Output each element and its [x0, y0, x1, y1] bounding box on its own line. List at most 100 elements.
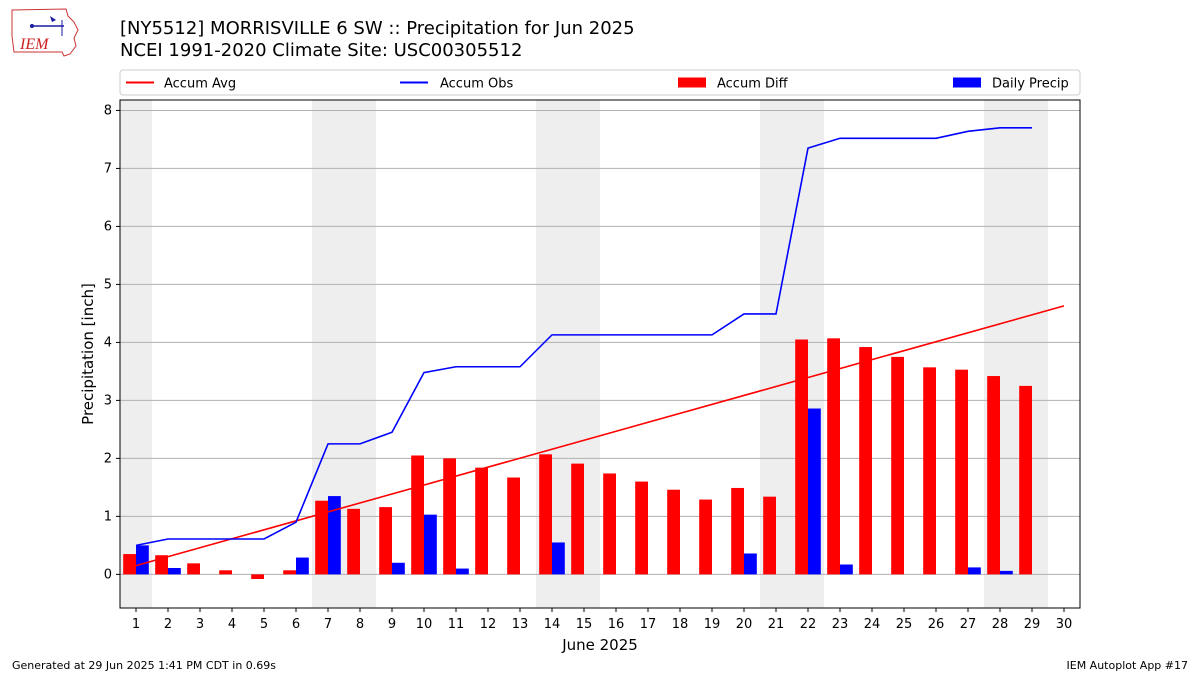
daily-precip-bar	[744, 553, 757, 575]
y-tick-label: 6	[104, 219, 112, 234]
accum-diff-bar	[571, 463, 584, 575]
accum-diff-bar	[1019, 385, 1032, 575]
accum-diff-bar	[443, 458, 456, 575]
x-tick-label: 19	[704, 617, 721, 632]
daily-precip-bar	[552, 542, 565, 575]
legend-label: Daily Precip	[992, 77, 1069, 92]
x-tick-label: 21	[768, 617, 785, 632]
daily-precip-bar	[840, 564, 853, 575]
accum-diff-bar	[283, 570, 296, 575]
daily-precip-bar	[968, 567, 981, 575]
legend-box	[119, 69, 1081, 96]
x-tick-label: 11	[448, 617, 465, 632]
accum-diff-bar	[539, 454, 552, 575]
accum-diff-bar	[603, 473, 616, 575]
accum-diff-bar	[507, 477, 520, 575]
accum-diff-bar	[187, 563, 200, 575]
x-tick-label: 2	[164, 617, 172, 632]
x-tick-label: 15	[576, 617, 593, 632]
y-tick-label: 2	[104, 451, 112, 466]
x-tick-label: 13	[512, 617, 529, 632]
daily-precip-bar	[424, 514, 437, 575]
accum-diff-bar	[859, 347, 872, 575]
accum-diff-bar	[219, 570, 232, 575]
legend: Accum Avg Accum Obs Accum Diff Daily Precip	[119, 69, 1081, 96]
x-tick-label: 16	[608, 617, 625, 632]
x-tick-label: 7	[324, 617, 332, 632]
daily-precip-bar	[808, 408, 821, 575]
accum-diff-bar	[251, 574, 264, 580]
y-axis-label: Precipitation [inch]	[79, 283, 97, 425]
y-tick-label: 5	[104, 277, 112, 292]
accum-diff-bar	[315, 500, 328, 575]
bars	[123, 338, 1032, 580]
y-tick-label: 4	[104, 335, 112, 350]
accum-diff-bar	[795, 339, 808, 575]
chart-subtitle: NCEI 1991-2020 Climate Site: USC00305512	[120, 40, 523, 61]
generated-note: Generated at 29 Jun 2025 1:41 PM CDT in …	[12, 659, 277, 672]
x-tick-label: 26	[928, 617, 945, 632]
x-tick-label: 14	[544, 617, 561, 632]
accum-diff-bar	[955, 369, 968, 575]
x-tick-label: 10	[416, 617, 433, 632]
x-tick-label: 24	[864, 617, 881, 632]
x-tick-label: 28	[992, 617, 1009, 632]
plot-frame	[119, 99, 1081, 609]
x-tick-label: 4	[228, 617, 236, 632]
x-tick-label: 30	[1056, 617, 1073, 632]
accum-diff-bar	[987, 376, 1000, 575]
x-tick-label: 25	[896, 617, 913, 632]
x-tick-label: 1	[132, 617, 140, 632]
x-axis-label: June 2025	[561, 636, 638, 654]
x-tick-label: 17	[640, 617, 657, 632]
accum-diff-bar	[699, 499, 712, 575]
y-tick-label: 3	[104, 393, 112, 408]
gridlines	[120, 109, 1080, 575]
legend-swatch	[953, 77, 981, 88]
lines	[135, 127, 1065, 567]
y-tick-label: 7	[104, 161, 112, 176]
x-tick-label: 29	[1024, 617, 1041, 632]
accum-avg-line	[135, 305, 1065, 567]
y-tick-label: 1	[104, 509, 112, 524]
x-tick-label: 3	[196, 617, 204, 632]
daily-precip-bar	[392, 562, 405, 575]
accum-diff-bar	[635, 481, 648, 575]
daily-precip-bar	[168, 567, 181, 575]
x-tick-label: 22	[800, 617, 817, 632]
app-label: IEM Autoplot App #17	[1066, 659, 1189, 672]
legend-label: Accum Obs	[440, 77, 513, 92]
x-tick-label: 18	[672, 617, 689, 632]
legend-label: Accum Avg	[164, 77, 236, 92]
daily-precip-bar	[456, 568, 469, 575]
x-tick-label: 12	[480, 617, 497, 632]
accum-diff-bar	[475, 467, 488, 575]
logo-text: IEM	[19, 36, 50, 53]
x-tick-label: 6	[292, 617, 300, 632]
accum-diff-bar	[667, 489, 680, 575]
daily-precip-bar	[328, 496, 341, 575]
iowa-map-outline	[11, 8, 79, 57]
y-tick-label: 0	[104, 567, 112, 582]
daily-precip-bar	[1000, 570, 1013, 575]
accum-diff-bar	[763, 496, 776, 575]
legend-swatch	[678, 77, 706, 88]
accum-diff-bar	[123, 554, 136, 575]
x-tick-label: 23	[832, 617, 849, 632]
x-tick-label: 27	[960, 617, 977, 632]
accum-diff-bar	[347, 508, 360, 575]
chart-title: [NY5512] MORRISVILLE 6 SW :: Precipitati…	[120, 18, 635, 39]
accum-diff-bar	[923, 367, 936, 575]
accum-diff-bar	[827, 338, 840, 575]
weekend-band	[120, 100, 152, 608]
accum-obs-line	[135, 127, 1032, 547]
y-tick-label: 8	[104, 103, 112, 118]
legend-label: Accum Diff	[717, 77, 789, 92]
daily-precip-bar	[136, 545, 149, 575]
x-tick-label: 8	[356, 617, 364, 632]
daily-precip-bar	[296, 557, 309, 575]
iem-logo: IEM	[11, 8, 79, 57]
x-tick-label: 5	[260, 617, 268, 632]
